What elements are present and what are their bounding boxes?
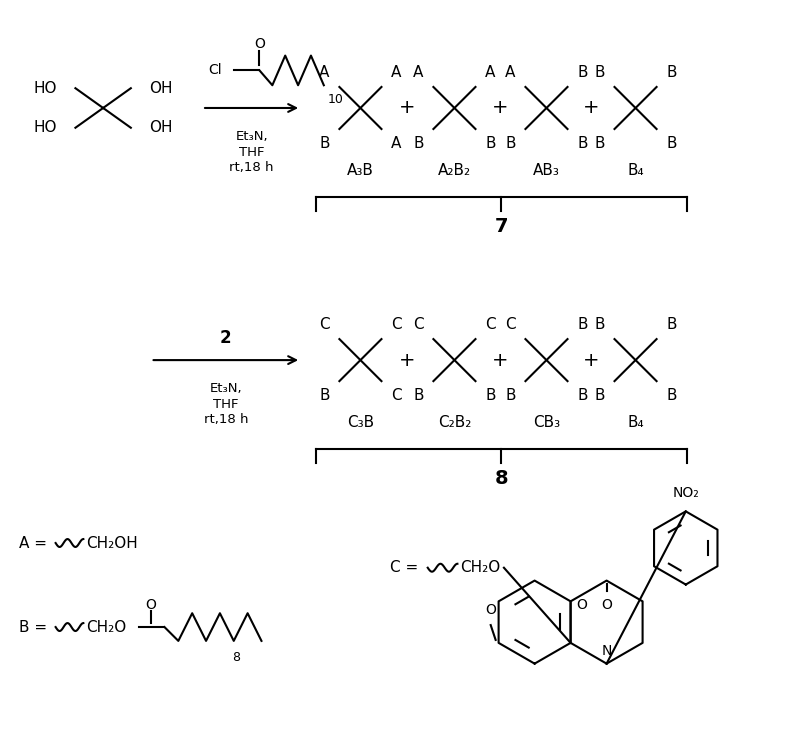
Text: HO: HO — [34, 120, 58, 135]
Text: +: + — [582, 351, 598, 370]
Text: B: B — [593, 137, 604, 151]
Text: HO: HO — [34, 80, 58, 96]
Text: CH₂OH: CH₂OH — [86, 536, 138, 551]
Text: +: + — [582, 98, 598, 117]
Text: +: + — [399, 98, 415, 117]
Text: rt,18 h: rt,18 h — [229, 162, 273, 174]
Text: B: B — [504, 388, 515, 404]
Text: +: + — [492, 351, 508, 370]
Text: N: N — [601, 644, 611, 658]
Text: B: B — [484, 388, 495, 404]
Text: C₂B₂: C₂B₂ — [437, 415, 471, 430]
Text: B =: B = — [19, 620, 47, 635]
Text: O: O — [576, 599, 587, 613]
Text: CH₂O: CH₂O — [86, 620, 127, 635]
Text: B: B — [577, 388, 587, 404]
Text: 2: 2 — [220, 329, 231, 348]
Text: B: B — [413, 388, 423, 404]
Text: A: A — [319, 65, 330, 80]
Text: B: B — [666, 388, 676, 404]
Text: C: C — [319, 317, 330, 331]
Text: THF: THF — [238, 145, 264, 159]
Text: B: B — [504, 137, 515, 151]
Text: THF: THF — [213, 398, 238, 410]
Text: A: A — [391, 65, 401, 80]
Text: O: O — [601, 599, 611, 613]
Text: Cl: Cl — [208, 63, 221, 77]
Text: B: B — [319, 137, 330, 151]
Text: A: A — [391, 137, 401, 151]
Text: O: O — [145, 599, 156, 613]
Text: A₂B₂: A₂B₂ — [437, 163, 471, 178]
Text: B: B — [666, 65, 676, 80]
Text: 10: 10 — [327, 93, 343, 106]
Text: C =: C = — [390, 560, 418, 575]
Text: CB₃: CB₃ — [533, 415, 559, 430]
Text: OH: OH — [148, 120, 172, 135]
Text: Et₃N,: Et₃N, — [235, 130, 268, 142]
Text: A: A — [504, 65, 515, 80]
Text: B: B — [666, 137, 676, 151]
Text: CH₂O: CH₂O — [460, 560, 500, 575]
Text: B: B — [593, 388, 604, 404]
Text: B: B — [577, 137, 587, 151]
Text: C: C — [391, 388, 401, 404]
Text: A =: A = — [19, 536, 47, 551]
Text: O: O — [484, 603, 496, 617]
Text: C: C — [504, 317, 515, 331]
Text: B: B — [666, 317, 676, 331]
Text: rt,18 h: rt,18 h — [204, 413, 248, 427]
Text: C: C — [413, 317, 423, 331]
Text: B₄: B₄ — [626, 415, 643, 430]
Text: B: B — [319, 388, 330, 404]
Text: C: C — [391, 317, 401, 331]
Text: A: A — [413, 65, 423, 80]
Text: A: A — [484, 65, 495, 80]
Text: 7: 7 — [494, 217, 508, 236]
Text: AB₃: AB₃ — [533, 163, 559, 178]
Text: 8: 8 — [494, 469, 508, 489]
Text: OH: OH — [148, 80, 172, 96]
Text: B: B — [577, 65, 587, 80]
Text: B₄: B₄ — [626, 163, 643, 178]
Text: B: B — [593, 65, 604, 80]
Text: B: B — [577, 317, 587, 331]
Text: +: + — [399, 351, 415, 370]
Text: C: C — [484, 317, 495, 331]
Text: B: B — [593, 317, 604, 331]
Text: +: + — [492, 98, 508, 117]
Text: 8: 8 — [232, 651, 240, 663]
Text: B: B — [413, 137, 423, 151]
Text: B: B — [484, 137, 495, 151]
Text: NO₂: NO₂ — [671, 486, 699, 500]
Text: C₃B: C₃B — [346, 415, 374, 430]
Text: O: O — [253, 37, 265, 51]
Text: A₃B: A₃B — [346, 163, 374, 178]
Text: Et₃N,: Et₃N, — [209, 382, 242, 395]
